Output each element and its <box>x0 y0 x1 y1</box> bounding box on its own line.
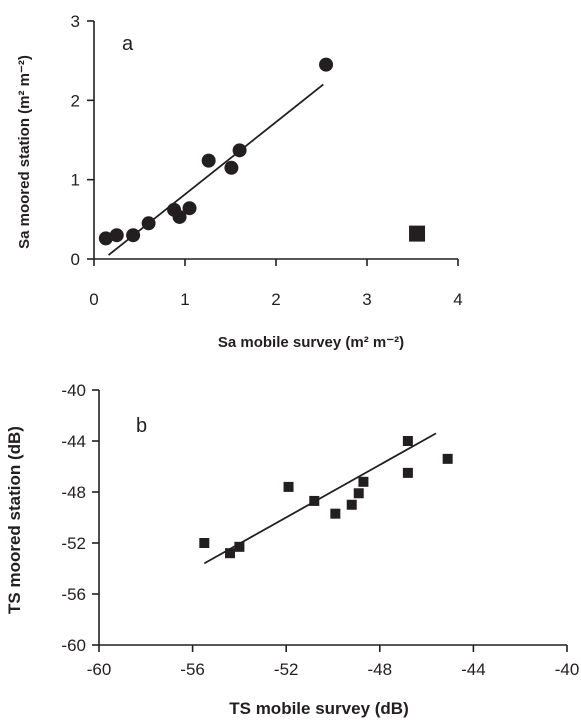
panel-b-data-point <box>402 467 413 478</box>
panel-a-data-point <box>224 160 239 175</box>
panel-a-data-point <box>98 231 113 246</box>
panel-b-data-points <box>199 432 453 565</box>
panel-b-data-point <box>442 453 453 464</box>
panel-a-data-point <box>409 225 426 242</box>
panel-a-y-tick-label: 3 <box>71 12 80 31</box>
panel-b-x-tick-label: -48 <box>368 660 393 679</box>
panel-b-data-point <box>309 495 320 506</box>
panel-b-label: b <box>136 415 147 437</box>
panel-b-y-tick-label: -52 <box>61 534 86 553</box>
panel-a-data-point <box>126 228 141 243</box>
panel-a-y-tick-label: 2 <box>71 91 80 110</box>
panel-b-x-tick-labels: -60 -56 -52 -48 -44 -40 <box>87 660 580 679</box>
panel-b-y-axis-title: TS moored station (dB) <box>5 426 24 614</box>
panel-b-y-tick-label: -44 <box>61 432 86 451</box>
panel-a-y-tick-label: 0 <box>71 250 80 269</box>
panel-a-data-point <box>319 57 334 72</box>
panel-a-x-tick-label: 2 <box>271 290 280 309</box>
panel-b-y-tick-labels: -60 -56 -52 -48 -44 -40 <box>61 381 86 655</box>
panel-b-data-point <box>402 436 413 446</box>
panel-a-y-tick-labels: 0 1 2 3 <box>71 12 80 269</box>
panel-a-trend-line <box>108 83 324 256</box>
panel-b-data-point <box>353 488 364 499</box>
panel-a-x-tick-label: 1 <box>180 290 189 309</box>
panel-b-x-tick-label: -60 <box>87 660 112 679</box>
panel-a-axes <box>87 20 459 266</box>
panel-b-data-point <box>330 508 341 519</box>
panel-b-data-point <box>283 481 294 492</box>
panel-b-data-point <box>225 548 236 559</box>
panel-b-x-tick-label: -56 <box>180 660 205 679</box>
panel-b-y-tick-label: -40 <box>61 381 86 400</box>
panel-a-x-axis-title: Sa mobile survey (m² m⁻²) <box>218 334 404 351</box>
panel-b-x-tick-label: -44 <box>461 660 486 679</box>
panel-a-data-point <box>141 216 156 231</box>
panel-a-y-tick-label: 1 <box>71 171 80 190</box>
panel-b-data-point <box>234 541 245 552</box>
panel-a-x-tick-label: 4 <box>453 290 462 309</box>
panel-b-y-tick-label: -60 <box>61 636 86 655</box>
panel-a-x-tick-label: 0 <box>89 290 98 309</box>
panel-a-data-point <box>201 153 216 168</box>
panel-b-data-point <box>199 538 210 548</box>
panel-b-x-axis-title: TS mobile survey (dB) <box>229 699 408 718</box>
panel-b-x-tick-label: -52 <box>274 660 299 679</box>
panel-b-trend-line <box>203 432 437 565</box>
panel-a-data-point <box>232 143 247 158</box>
panel-b-axes <box>92 389 568 652</box>
panel-a-data-point <box>172 209 187 224</box>
panel-b-y-tick-label: -48 <box>61 483 86 502</box>
panel-a-data-point <box>109 228 124 243</box>
panel-b-data-point <box>358 476 369 487</box>
panel-b-scatter-chart: -60 -56 -52 -48 -44 -40 -60-56-52-48-44-40 b … <box>5 381 579 718</box>
panel-b-y-tick-label: -56 <box>61 585 86 604</box>
panel-a-x-tick-labels: 0 1 2 3 4 <box>89 290 462 309</box>
panel-b-x-tick-label: -40 <box>555 660 580 679</box>
panel-a-y-axis-title: Sa moored station (m² m⁻²) <box>16 55 33 249</box>
panel-a-data-points <box>98 57 426 256</box>
panel-b-data-point <box>346 499 357 510</box>
panel-a-scatter-chart: 0 1 2 3 4 0 1 2 3 a Sa mobile survey (m² m⁻²) S… <box>16 12 463 351</box>
panel-a-data-point <box>182 201 197 216</box>
panel-a-x-tick-label: 3 <box>362 290 371 309</box>
panel-a-label: a <box>122 33 134 55</box>
